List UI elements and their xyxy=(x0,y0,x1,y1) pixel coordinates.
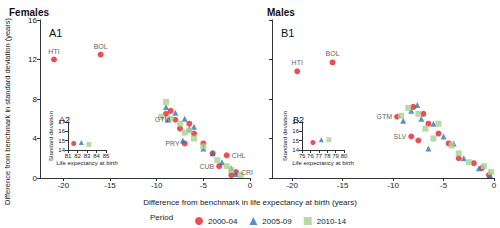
svg-text:15: 15 xyxy=(292,138,299,144)
svg-text:CHL: CHL xyxy=(232,152,246,159)
svg-text:-5: -5 xyxy=(440,181,448,190)
svg-text:HTI: HTI xyxy=(48,48,59,55)
svg-text:14: 14 xyxy=(292,147,299,153)
svg-text:8: 8 xyxy=(33,95,38,104)
svg-text:Period: Period xyxy=(150,213,173,222)
svg-text:2000-04: 2000-04 xyxy=(208,217,238,226)
svg-text:0: 0 xyxy=(33,174,38,183)
svg-text:B2: B2 xyxy=(293,115,304,125)
svg-text:CUB: CUB xyxy=(199,163,214,170)
svg-text:0: 0 xyxy=(492,181,497,190)
svg-text:4: 4 xyxy=(33,134,38,143)
svg-text:76: 76 xyxy=(307,153,314,159)
svg-text:B1: B1 xyxy=(281,27,294,39)
svg-text:BOL: BOL xyxy=(326,50,340,57)
svg-text:2010-14: 2010-14 xyxy=(317,217,347,226)
svg-text:Males: Males xyxy=(267,7,295,18)
svg-text:HTI: HTI xyxy=(292,59,303,66)
svg-text:79: 79 xyxy=(332,153,339,159)
svg-text:82: 82 xyxy=(74,153,81,159)
svg-text:-5: -5 xyxy=(200,181,208,190)
svg-text:80: 80 xyxy=(341,153,348,159)
svg-text:Life expectancy at birth: Life expectancy at birth xyxy=(56,160,118,166)
svg-text:16: 16 xyxy=(292,128,299,134)
svg-text:85: 85 xyxy=(103,153,110,159)
svg-text:PRY: PRY xyxy=(165,140,180,147)
svg-text:78: 78 xyxy=(324,153,331,159)
svg-text:CRI: CRI xyxy=(241,169,253,176)
svg-text:84: 84 xyxy=(93,153,100,159)
svg-text:16: 16 xyxy=(58,128,65,134)
svg-text:77: 77 xyxy=(315,153,322,159)
svg-text:A1: A1 xyxy=(49,27,62,39)
svg-text:-20: -20 xyxy=(58,181,70,190)
svg-text:SLV: SLV xyxy=(394,133,407,140)
svg-text:Difference from benchmark in l: Difference from benchmark in life expect… xyxy=(143,198,357,207)
svg-text:-20: -20 xyxy=(286,181,298,190)
svg-text:GTM: GTM xyxy=(377,113,393,120)
svg-text:Standard deviation: Standard deviation xyxy=(48,111,54,161)
svg-text:Difference from benchmark in s: Difference from benchmark in standard de… xyxy=(3,17,12,205)
svg-text:Females: Females xyxy=(9,7,49,18)
svg-text:Life expectancy at birth: Life expectancy at birth xyxy=(292,160,354,166)
svg-text:2005-09: 2005-09 xyxy=(262,217,292,226)
svg-text:83: 83 xyxy=(84,153,91,159)
svg-text:14: 14 xyxy=(58,147,65,153)
svg-text:75: 75 xyxy=(299,153,306,159)
svg-text:-15: -15 xyxy=(104,181,116,190)
svg-text:BOL: BOL xyxy=(94,43,108,50)
svg-text:GTM: GTM xyxy=(155,116,171,123)
svg-text:-10: -10 xyxy=(387,181,399,190)
svg-text:16: 16 xyxy=(28,15,37,25)
svg-text:81: 81 xyxy=(65,153,72,159)
svg-text:-10: -10 xyxy=(151,181,163,190)
svg-text:0: 0 xyxy=(248,181,253,190)
svg-text:-15: -15 xyxy=(337,181,349,190)
svg-text:Standard deviation: Standard deviation xyxy=(282,111,288,161)
svg-text:A2: A2 xyxy=(59,115,70,125)
svg-text:12: 12 xyxy=(28,55,37,64)
svg-text:15: 15 xyxy=(58,138,65,144)
